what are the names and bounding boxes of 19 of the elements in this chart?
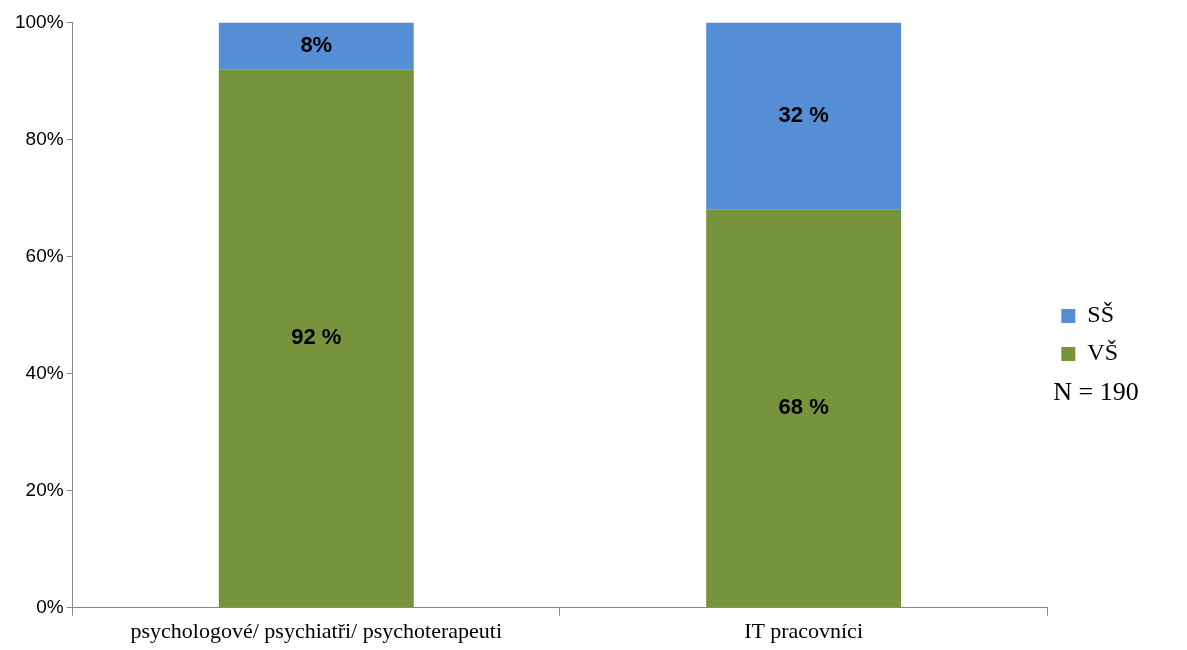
bar — [706, 209, 902, 608]
y-tick-label: 20% — [25, 478, 64, 500]
x-tick-label: IT pracovníci — [744, 617, 863, 643]
data-label: 8% — [300, 31, 333, 57]
y-tick-label: 80% — [25, 127, 64, 149]
legend-label: SŠ — [1087, 301, 1115, 328]
y-tick-label: 40% — [25, 361, 64, 383]
text: N = 190 — [1053, 376, 1139, 406]
data-label: 68 % — [778, 394, 829, 420]
x-tick-label: psychologové/ psychiatři/ psychoterapeuti — [130, 617, 503, 643]
legend-label: VŠ — [1087, 339, 1119, 366]
y-tick-label: 60% — [25, 244, 64, 266]
y-tick-label: 0% — [36, 595, 64, 617]
y-tick-label: 100% — [14, 10, 64, 32]
data-label: 32 % — [778, 102, 829, 128]
bar — [706, 22, 902, 210]
bar — [218, 22, 414, 70]
data-label: 92 % — [291, 324, 342, 350]
bar — [218, 69, 414, 608]
